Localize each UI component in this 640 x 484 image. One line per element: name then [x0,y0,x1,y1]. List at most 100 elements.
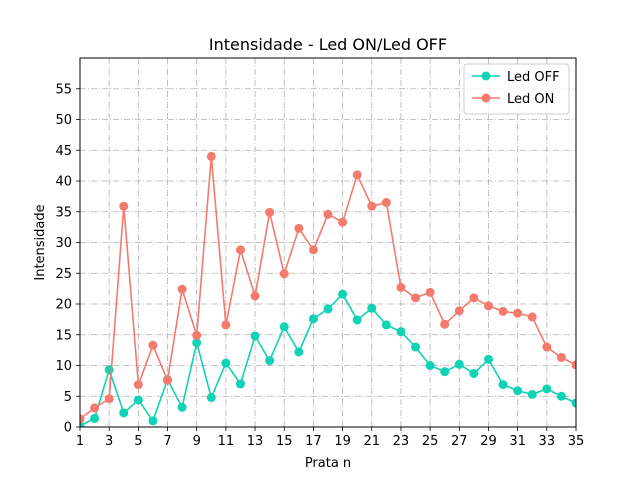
data-point-led-on [206,151,216,161]
y-tick-label: 15 [55,328,72,343]
data-point-led-on [469,293,479,303]
data-point-led-off [235,379,245,389]
series-led-off [80,289,576,427]
data-point-led-on [367,201,377,211]
data-point-led-off [90,413,100,423]
data-point-led-off [411,342,421,352]
data-point-led-on [177,284,187,294]
data-point-led-on [250,291,260,301]
data-point-led-off [454,359,464,369]
data-point-led-on [381,198,391,208]
x-tick-label: 23 [393,434,410,449]
x-tick-label: 3 [105,434,113,449]
data-point-led-off [396,327,406,337]
legend-marker-led-off [481,71,491,81]
x-tick-label: 29 [480,434,497,449]
data-point-led-off [542,384,552,394]
data-point-led-on [235,245,245,255]
x-tick-label: 27 [451,434,468,449]
y-tick-label: 10 [55,359,72,374]
data-point-led-on [483,301,493,311]
data-point-led-on [80,414,85,424]
data-point-led-off [367,303,377,313]
data-point-led-off [527,389,537,399]
data-point-led-on [90,403,100,413]
x-tick-label: 31 [509,434,526,449]
x-tick-label: 11 [218,434,235,449]
data-point-led-on [454,306,464,316]
x-axis-label: Prata n [305,456,351,471]
x-tick-label: 21 [363,434,380,449]
x-tick-label: 9 [193,434,201,449]
y-tick-label: 55 [55,82,72,97]
data-point-led-off [192,338,202,348]
data-point-led-off [133,395,143,405]
data-point-led-on [294,223,304,233]
data-point-led-off [177,402,187,412]
y-axis-label: Intensidade [33,204,48,280]
data-point-led-on [308,245,318,255]
data-point-led-on [119,201,129,211]
data-point-led-off [469,368,479,378]
x-tick-label: 19 [334,434,351,449]
data-point-led-off [221,358,231,368]
legend: Led OFF Led ON [463,63,570,115]
x-tick-label: 15 [276,434,293,449]
y-tick-label: 25 [55,267,72,282]
data-point-led-on [440,319,450,329]
data-point-led-on [411,293,421,303]
legend-label-led-off: Led OFF [507,70,560,85]
x-tick-label: 5 [134,434,142,449]
data-point-led-on [104,394,114,404]
data-point-led-on [265,207,275,217]
y-tick-label: 35 [55,205,72,220]
data-point-led-off [556,391,566,401]
gridlines [79,58,577,428]
data-point-led-off [279,322,289,332]
data-point-led-on [279,269,289,279]
y-tick-label: 50 [55,113,72,128]
data-point-led-on [571,360,576,370]
x-tick-label: 17 [305,434,322,449]
data-point-led-off [250,331,260,341]
data-point-led-off [440,367,450,377]
data-point-led-on [133,380,143,390]
data-point-led-on [498,306,508,316]
y-tick-label: 0 [64,421,72,436]
data-point-led-off [425,361,435,370]
data-point-led-on [192,330,202,340]
data-point-led-on [556,353,566,363]
y-tick-label: 40 [55,175,72,190]
x-tick-label: 7 [163,434,171,449]
data-point-led-off [513,386,523,396]
data-point-led-on [338,217,348,227]
data-point-led-on [527,312,537,322]
series-lines [80,151,576,427]
y-tick-label: 30 [55,236,72,251]
x-tick-label: 35 [568,434,585,449]
data-point-led-off [323,304,333,314]
data-point-led-on [148,340,158,350]
data-point-led-on [352,170,362,180]
data-point-led-off [338,289,348,299]
data-point-led-off [483,354,493,364]
data-point-led-on [542,342,552,352]
x-tick-label: 13 [247,434,264,449]
data-point-led-off [498,380,508,390]
data-point-led-off [352,315,362,325]
data-point-led-off [206,392,216,402]
data-point-led-on [396,282,406,292]
legend-marker-led-on [481,93,491,103]
data-point-led-off [119,408,129,418]
series-led-on [80,151,576,424]
data-point-led-off [265,356,275,366]
y-tick-label: 20 [55,298,72,313]
data-point-led-off [308,314,318,324]
data-point-led-on [221,320,231,330]
y-tick-label: 45 [55,144,72,159]
x-tick-label: 1 [76,434,84,449]
data-point-led-on [163,375,173,385]
axes: 1 3 5 7 9 11 13 15 17 19 21 23 25 27 29 31 33 35051015202… [55,82,584,449]
